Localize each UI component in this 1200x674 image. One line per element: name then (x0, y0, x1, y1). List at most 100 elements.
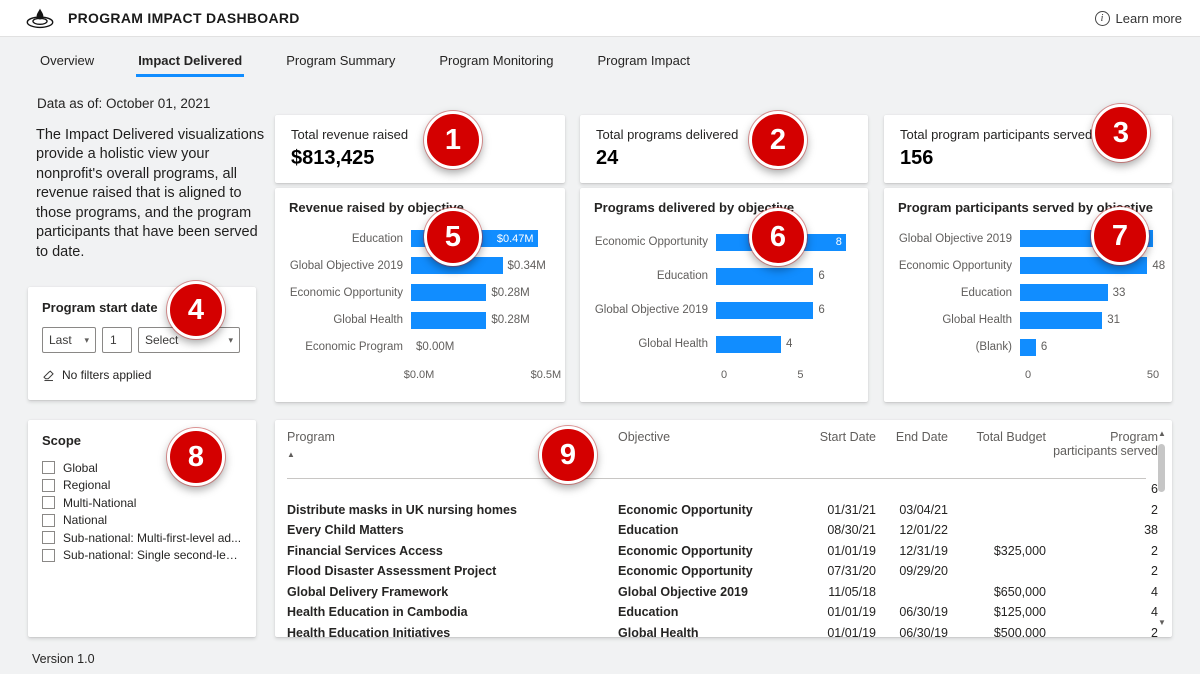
chart-row: Economic Program $0.00M (289, 339, 551, 356)
checkbox-unchecked[interactable] (42, 548, 55, 562)
tab-overview[interactable]: Overview (40, 53, 95, 68)
bar-value-label: $0.47M (496, 232, 534, 245)
table-row[interactable]: 6 (287, 479, 1158, 500)
table-cell: Economic Opportunity (618, 543, 753, 558)
bar-category-label: Global Objective 2019 (898, 232, 1012, 245)
learn-more-link[interactable]: i Learn more (1094, 0, 1182, 37)
table-row[interactable]: Global Delivery Framework Global Objectiv… (287, 582, 1158, 603)
bar-plot-area: 6 (716, 301, 854, 319)
bar-education[interactable] (1020, 284, 1108, 302)
table-cell: Economic Opportunity (618, 502, 753, 517)
chart-title: Program participants served by objective (898, 200, 1154, 215)
bar-global-objective-2019[interactable] (716, 301, 814, 319)
bar-value-label: 6 (818, 304, 825, 316)
annotation-badge-9: 9 (539, 426, 597, 484)
chart-row: Education $0.47M (289, 230, 551, 248)
table-cell: Flood Disaster Assessment Project (287, 564, 497, 579)
column-header-start-date[interactable]: Start Date (819, 430, 876, 444)
column-header-total-budget[interactable]: Total Budget (976, 430, 1047, 444)
column-header-program[interactable]: Program ▲ (287, 430, 618, 459)
bar-value-label: 6 (818, 270, 825, 282)
relative-date-number-input[interactable]: 1 (102, 327, 132, 353)
table-row[interactable]: Flood Disaster Assessment Project Economi… (287, 561, 1158, 582)
table-row[interactable]: Health Education Initiatives Global Healt… (287, 623, 1158, 637)
description-text: The Impact Delivered visualizations prov… (36, 127, 265, 260)
scope-option-national[interactable]: National (42, 512, 242, 530)
scope-option-regional[interactable]: Regional (42, 477, 242, 495)
axis-tick-label: $0.5M (530, 369, 562, 381)
kpi-value: $813,425 (291, 147, 375, 169)
table-row[interactable]: Every Child Matters Education 08/30/21 12/0… (287, 520, 1158, 541)
table-cell: 01/01/19 (827, 543, 876, 558)
table-row[interactable]: Financial Services Access Economic Opport… (287, 541, 1158, 562)
table-row[interactable]: Health Education in Cambodia Education 01/… (287, 602, 1158, 623)
checkbox-unchecked[interactable] (42, 478, 55, 492)
scope-option-global[interactable]: Global (42, 459, 242, 477)
chart-row: Education 33 (898, 284, 1158, 302)
annotation-badge-6: 6 (749, 208, 807, 266)
chevron-down-icon: ▾ (228, 334, 233, 345)
scope-option-sub-national-multi-first-level-ad[interactable]: Sub-national: Multi-first-level ad... (42, 529, 242, 547)
chart-row: Education 6 (594, 267, 854, 285)
dropdown-value: Select (145, 333, 179, 347)
program-start-date-filter-card: Program start date Last ▾ 1 Select ▾ No … (28, 287, 256, 400)
column-header-participants[interactable]: Program participants served (1053, 430, 1158, 458)
scope-option-label: Regional (63, 478, 111, 493)
annotation-badge-7: 7 (1091, 207, 1149, 265)
tab-program-summary[interactable]: Program Summary (286, 53, 396, 68)
bar-global-objective-2019[interactable] (411, 257, 503, 275)
no-filters-label: No filters applied (62, 368, 152, 382)
annotation-badge-5: 5 (424, 208, 482, 266)
bar-value-label: $0.34M (507, 259, 546, 272)
bar-blank[interactable] (1020, 338, 1036, 356)
bar-category-label: Global Objective 2019 (289, 259, 403, 272)
chart-title: Revenue raised by objective (289, 200, 464, 215)
tab-program-monitoring[interactable]: Program Monitoring (439, 53, 554, 68)
chart-revenue-by-objective: Revenue raised by objective Education $0.… (275, 188, 565, 402)
column-header-end-date[interactable]: End Date (895, 430, 948, 444)
bar-value-label: 8 (835, 236, 842, 248)
scroll-up-icon[interactable]: ▲ (1158, 429, 1166, 438)
bar-value-label: 33 (1112, 286, 1126, 299)
table-cell: Education (618, 523, 679, 538)
table-cell: 08/30/21 (827, 523, 876, 538)
tab-program-impact[interactable]: Program Impact (597, 53, 690, 68)
bar-plot-area: $0.00M (411, 339, 551, 356)
app-logo-icon (24, 6, 56, 30)
bar-global-health[interactable] (411, 311, 487, 329)
kpi-value: 24 (596, 147, 619, 169)
bar-category-label: Global Health (638, 338, 708, 350)
table-cell: 11/05/18 (828, 584, 876, 599)
tab-bar: Overview Impact Delivered Program Summary P… (40, 53, 690, 77)
bar-plot-area: $0.28M (411, 284, 551, 302)
checkbox-unchecked[interactable] (42, 496, 55, 510)
table-row[interactable]: Distribute masks in UK nursing homes Econ… (287, 500, 1158, 521)
bar-global-health[interactable] (1020, 311, 1103, 329)
tab-impact-delivered[interactable]: Impact Delivered (136, 53, 245, 77)
table-cell: 2 (1151, 543, 1158, 558)
bar-plot-area: $0.28M (411, 311, 551, 329)
scope-option-label: National (63, 513, 108, 528)
column-header-objective[interactable]: Objective (618, 430, 671, 444)
checkbox-unchecked[interactable] (42, 531, 55, 545)
relative-date-mode-dropdown[interactable]: Last ▾ (42, 327, 96, 353)
bar-economic-opportunity[interactable] (411, 284, 487, 302)
checkbox-unchecked[interactable] (42, 513, 55, 527)
bar-category-label: Economic Opportunity (898, 259, 1012, 272)
programs-table-card: Program ▲ Objective Start Date End Date … (275, 420, 1172, 637)
app-header: PROGRAM IMPACT DASHBOARD i Learn more (0, 0, 1200, 37)
scrollbar-thumb[interactable] (1158, 444, 1165, 492)
table-cell: Education (618, 605, 679, 620)
checkbox-unchecked[interactable] (42, 461, 55, 475)
scope-option-multi-national[interactable]: Multi-National (42, 494, 242, 512)
bar-education[interactable] (716, 267, 814, 285)
table-scrollbar[interactable]: ▲ ▼ (1156, 428, 1168, 629)
bar-plot-area: 6 (1020, 338, 1158, 356)
chart-row: Global Objective 2019 6 (594, 301, 854, 319)
bar-plot-area: 48 (1020, 257, 1165, 275)
clear-filters-icon[interactable] (42, 369, 55, 382)
scope-option-sub-national-single-second-leve[interactable]: Sub-national: Single second-leve... (42, 547, 242, 565)
bar-global-health[interactable] (716, 335, 781, 353)
scroll-down-icon[interactable]: ▼ (1158, 618, 1166, 627)
